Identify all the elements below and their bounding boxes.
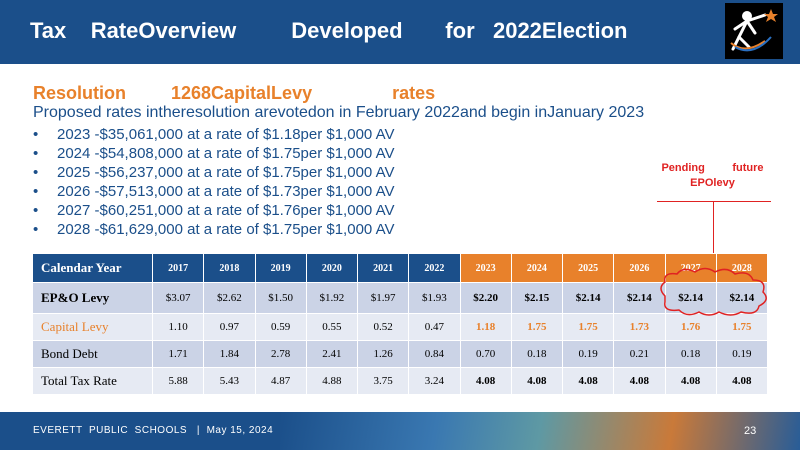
table-cell: $2.14 [613, 282, 666, 314]
table-cell: 1.10 [151, 313, 205, 341]
table-cell: 0.84 [408, 340, 461, 368]
table-cell: 0.59 [254, 313, 307, 341]
slide-title: Tax RateOverview Developed for 2022Elect… [30, 18, 628, 43]
list-item: • 2026 -$57,513,000 at a rate of $1.73per… [33, 183, 395, 200]
tax-rate-table: Calendar Year 2017 2018 2019 2020 2021 2… [32, 253, 769, 395]
bullet-text: 2024 -$54,808,000 at a rate of $1.75per … [57, 145, 395, 162]
rate-bullet-list: • 2023 -$35,061,000 at a rate of $1.18per… [33, 125, 395, 239]
table-cell: 4.08 [715, 367, 769, 395]
column-header-year: 2021 [356, 253, 410, 283]
bullet-text: 2025 -$56,237,000 at a rate of $1.75per … [57, 164, 395, 181]
table-cell: 1.18 [459, 313, 512, 341]
list-item: • 2025 -$56,237,000 at a rate of $1.75per… [33, 164, 395, 181]
table-cell: 5.43 [203, 367, 256, 395]
column-header-year: 2020 [305, 253, 359, 283]
column-header-year: 2017 [151, 253, 205, 283]
table-cell: $1.92 [305, 282, 359, 314]
table-cell: 0.18 [664, 340, 717, 368]
bullet-text: 2026 -$57,513,000 at a rate of $1.73per … [57, 183, 395, 200]
table-cell: 0.47 [408, 313, 461, 341]
column-header-year: 2026 [613, 253, 666, 283]
column-header-year: 2028 [715, 253, 769, 283]
table-cell: 0.52 [356, 313, 410, 341]
table-cell: 0.55 [305, 313, 359, 341]
table-cell: $1.93 [408, 282, 461, 314]
table-cell: 1.75 [715, 313, 769, 341]
table-row: Bond Debt 1.71 1.84 2.78 2.41 1.26 0.84 … [32, 340, 769, 368]
section-subtitle: Proposed rates intheresolution arevotedo… [33, 104, 645, 121]
table-cell: 2.78 [254, 340, 307, 368]
bullet-text: 2027 -$60,251,000 at a rate of $1.76per … [57, 202, 395, 219]
annotation-line-1: Pending future [661, 162, 764, 174]
table-cell: 1.75 [561, 313, 615, 341]
table-cell: $1.50 [254, 282, 307, 314]
table-cell: 1.26 [356, 340, 410, 368]
footer-decoration [280, 412, 800, 450]
column-header-year: 2022 [408, 253, 461, 283]
table-cell: $2.62 [203, 282, 256, 314]
table-cell: 0.19 [715, 340, 769, 368]
table-cell: $3.07 [151, 282, 205, 314]
table-cell: 4.08 [613, 367, 666, 395]
table-cell: 1.75 [510, 313, 564, 341]
table-cell: 1.71 [151, 340, 205, 368]
annotation-underline [657, 201, 771, 202]
table-cell: 1.76 [664, 313, 717, 341]
table-cell: $2.15 [510, 282, 564, 314]
column-header-year: 2018 [203, 253, 256, 283]
bullet-text: 2023 -$35,061,000 at a rate of $1.18per … [57, 126, 395, 143]
table-cell: 4.88 [305, 367, 359, 395]
table-cell: $2.14 [664, 282, 717, 314]
footer-text: EVERETT PUBLIC SCHOOLS | May 15, 2024 [33, 425, 274, 436]
table-cell: 2.41 [305, 340, 359, 368]
row-label: Total Tax Rate [32, 367, 153, 395]
table-cell: 3.24 [408, 367, 461, 395]
pending-levy-annotation: Pending future EPOlevy [655, 161, 770, 191]
district-logo-icon [725, 3, 783, 59]
table-cell: 4.87 [254, 367, 307, 395]
column-header-year: 2023 [459, 253, 512, 283]
table-cell: 3.75 [356, 367, 410, 395]
table-cell: 4.08 [459, 367, 512, 395]
column-header-year: 2025 [561, 253, 615, 283]
table-cell: 4.08 [510, 367, 564, 395]
table-cell: $2.14 [715, 282, 769, 314]
table-cell: 0.97 [203, 313, 256, 341]
table-cell: 0.70 [459, 340, 512, 368]
table-cell: 0.21 [613, 340, 666, 368]
bullet-text: 2028 -$61,629,000 at a rate of $1.75per … [57, 221, 395, 238]
table-cell: 4.08 [561, 367, 615, 395]
header-bar [0, 0, 800, 64]
row-label: Bond Debt [32, 340, 153, 368]
table-cell: $2.20 [459, 282, 512, 314]
table-row: Capital Levy 1.10 0.97 0.59 0.55 0.52 0.… [32, 313, 769, 341]
annotation-line-2: EPOlevy [690, 177, 735, 189]
highlight-cloud-icon [660, 267, 767, 316]
table-cell: $1.97 [356, 282, 410, 314]
table-cell: 5.88 [151, 367, 205, 395]
list-item: • 2023 -$35,061,000 at a rate of $1.18per… [33, 126, 395, 143]
table-cell: 0.19 [561, 340, 615, 368]
table-cell: 1.84 [203, 340, 256, 368]
list-item: • 2024 -$54,808,000 at a rate of $1.75per… [33, 145, 395, 162]
table-cell: 0.18 [510, 340, 564, 368]
table-header-row: Calendar Year 2017 2018 2019 2020 2021 2… [32, 253, 769, 283]
row-label: EP&O Levy [32, 282, 153, 314]
column-header-label: Calendar Year [32, 253, 153, 283]
page-number: 23 [744, 425, 757, 437]
list-item: • 2027 -$60,251,000 at a rate of $1.76per… [33, 202, 395, 219]
annotation-arrow [713, 201, 714, 266]
table-cell: 4.08 [664, 367, 717, 395]
table-cell: $2.14 [561, 282, 615, 314]
table-cell: 1.73 [613, 313, 666, 341]
list-item: • 2028 -$61,629,000 at a rate of $1.75per… [33, 221, 395, 238]
section-title: Resolution 1268CapitalLevy rates [33, 83, 436, 103]
column-header-year: 2019 [254, 253, 307, 283]
row-label: Capital Levy [32, 313, 153, 341]
column-header-year: 2024 [510, 253, 564, 283]
table-row: Total Tax Rate 5.88 5.43 4.87 4.88 3.75 … [32, 367, 769, 395]
